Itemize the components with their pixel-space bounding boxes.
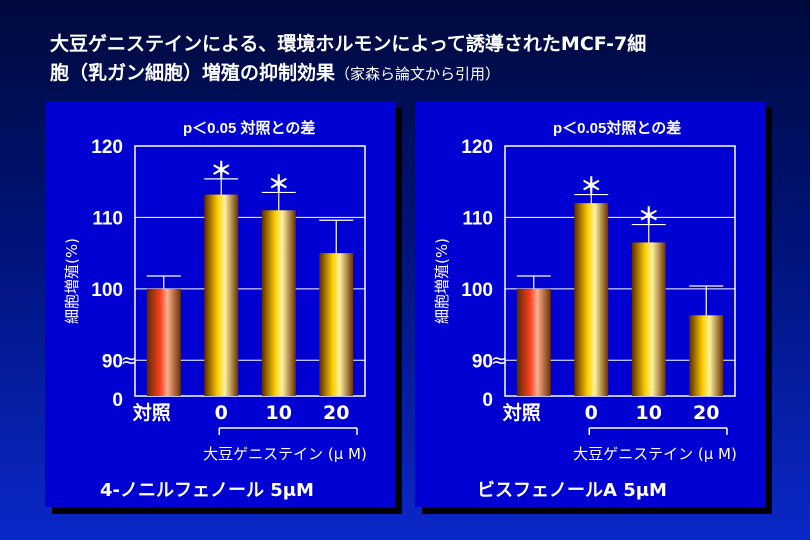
bar-20 <box>689 315 724 396</box>
significance-star: ＊ <box>210 159 232 184</box>
axis-break-mark: ≈ <box>121 348 138 372</box>
x-tick-label: 対照 <box>132 401 171 424</box>
slide-title: 大豆ゲニステインによる、環境ホルモンによって誘導されたMCF-7細 胞（乳ガン細… <box>50 30 790 89</box>
chart-svg-right: p＜0.05対照との差 0 90 100 110 120 ≈ 細胞増殖(%) 対照 ＊ 0 ＊ 10 20… <box>433 119 737 463</box>
y-tick-label: 0 <box>112 390 123 411</box>
x-tick-label: 対照 <box>502 401 541 424</box>
bar-20 <box>319 253 354 396</box>
x-axis-label: 大豆ゲニステイン (μ M) <box>573 445 737 463</box>
y-tick-label: 110 <box>92 208 123 229</box>
bar-対照 <box>146 288 181 396</box>
bar-0 <box>204 194 239 396</box>
y-tick-label: 0 <box>482 390 493 411</box>
chart-caption-left: 4-ノニルフェノール 5μM <box>100 480 314 501</box>
y-tick-label: 100 <box>91 280 123 301</box>
bar-10 <box>631 242 666 396</box>
y-tick-label: 90 <box>102 351 123 372</box>
chart-panel-left: p＜0.05 対照との差 0 90 100 110 120 ≈ 細胞増殖(%) 対照 ＊ 0 ＊ 10 2… <box>45 101 395 507</box>
significance-star: ＊ <box>580 175 602 200</box>
chart-caption-right: ビスフェノールA 5μM <box>477 480 667 501</box>
significance-star: ＊ <box>268 172 290 197</box>
bar-対照 <box>516 288 551 396</box>
plot-frame <box>504 145 736 397</box>
y-axis-label: 細胞増殖(%) <box>433 238 451 324</box>
chart-svg-left: p＜0.05 対照との差 0 90 100 110 120 ≈ 細胞増殖(%) 対照 ＊ 0 ＊ 10 2… <box>63 119 367 463</box>
x-tick-label: 20 <box>693 402 719 424</box>
bar-10 <box>261 210 296 396</box>
chart-panel-right: p＜0.05対照との差 0 90 100 110 120 ≈ 細胞増殖(%) 対照 ＊ 0 ＊ 10 20… <box>415 101 765 507</box>
title-line-2: 胞（乳ガン細胞）増殖の抑制効果（家森ら論文から引用） <box>50 59 790 89</box>
significance-note: p＜0.05 対照との差 <box>183 119 315 137</box>
bar-0 <box>574 203 609 396</box>
y-tick-label: 120 <box>91 137 123 158</box>
title-note: （家森ら論文から引用） <box>335 65 501 83</box>
y-tick-label: 90 <box>472 351 493 372</box>
significance-note: p＜0.05対照との差 <box>553 119 681 137</box>
plot-frame <box>134 145 366 397</box>
y-tick-label: 120 <box>461 137 493 158</box>
x-tick-label: 20 <box>323 402 349 424</box>
title-line-2-main: 胞（乳ガン細胞）増殖の抑制効果 <box>50 62 336 84</box>
y-tick-label: 100 <box>461 280 493 301</box>
x-tick-label: 0 <box>215 402 228 424</box>
y-axis-label: 細胞増殖(%) <box>63 238 81 324</box>
x-axis-label: 大豆ゲニステイン (μ M) <box>203 445 367 463</box>
x-tick-label: 0 <box>585 402 598 424</box>
axis-break-mark: ≈ <box>491 348 508 372</box>
y-tick-label: 110 <box>462 208 493 229</box>
x-tick-label: 10 <box>636 402 662 424</box>
title-line-1: 大豆ゲニステインによる、環境ホルモンによって誘導されたMCF-7細 <box>50 33 647 55</box>
x-tick-label: 10 <box>266 402 292 424</box>
significance-star: ＊ <box>638 205 660 230</box>
